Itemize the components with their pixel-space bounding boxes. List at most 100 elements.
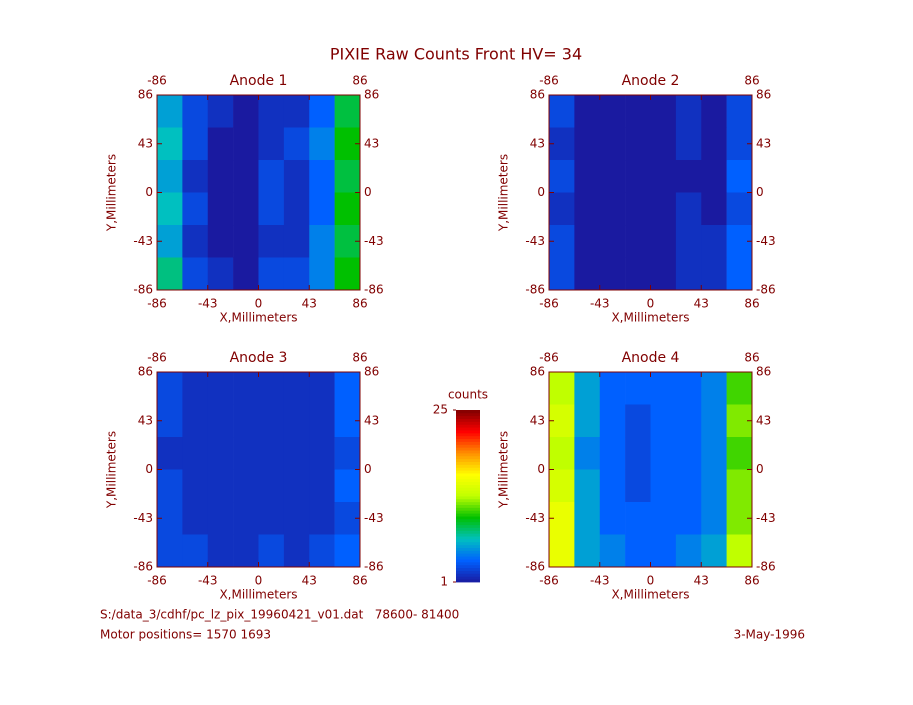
colorbar-swatch — [456, 455, 480, 460]
x-tick-label: 43 — [694, 297, 709, 311]
y-tick-label-right: 0 — [364, 462, 372, 476]
heat-cell — [599, 372, 626, 405]
heat-cell — [207, 469, 234, 503]
y-tick-label: 86 — [530, 88, 545, 102]
colorbar-swatch — [456, 524, 480, 528]
colorbar-swatch — [456, 567, 480, 571]
heat-cell — [650, 160, 677, 193]
y-tick-label-right: -86 — [364, 283, 384, 297]
y-tick-label-right: 43 — [756, 413, 771, 427]
heat-cell — [309, 437, 335, 470]
heat-cell — [726, 372, 753, 405]
heat-cell — [258, 372, 285, 405]
heat-cell — [182, 95, 209, 128]
colorbar-swatch — [456, 553, 480, 557]
colorbar-swatch — [456, 453, 480, 457]
heat-cell — [701, 534, 727, 568]
colorbar-swatch — [456, 484, 480, 488]
x-tick-label: 0 — [255, 574, 263, 588]
y-tick-label: 43 — [530, 413, 545, 427]
heat-cell — [207, 192, 234, 226]
y-tick-label-right: -43 — [756, 511, 776, 525]
heat-cell — [207, 127, 234, 161]
heat-cell — [625, 534, 651, 568]
x-tick-label: 0 — [647, 297, 655, 311]
heat-cell — [599, 127, 626, 161]
heat-cell — [309, 160, 335, 193]
heat-cell — [233, 534, 259, 568]
y-tick-label: 0 — [537, 185, 545, 199]
heat-cell — [157, 160, 183, 193]
y-tick-label-right: -43 — [364, 511, 384, 525]
heat-cell — [207, 225, 234, 258]
heat-cell — [701, 404, 727, 438]
heat-cell — [207, 404, 234, 438]
heat-cell — [283, 534, 310, 568]
heat-cell — [258, 257, 285, 291]
colorbar-label: counts — [448, 388, 488, 402]
heat-cell — [574, 127, 601, 161]
colorbar-swatch — [456, 498, 480, 503]
heat-cell — [650, 502, 677, 535]
heat-cell — [157, 192, 183, 226]
heat-cell — [233, 257, 259, 291]
panel-title: Anode 1 — [230, 73, 288, 89]
y-tick-label-right: 43 — [756, 136, 771, 150]
heat-cell — [599, 437, 626, 470]
heat-cell — [574, 95, 601, 128]
heat-cell — [207, 372, 234, 405]
heat-cell — [233, 127, 259, 161]
heat-cell — [207, 502, 234, 535]
x-tick-label: 43 — [694, 574, 709, 588]
colorbar-swatch — [456, 561, 480, 566]
heat-cell — [233, 404, 259, 438]
heat-cell — [701, 192, 727, 226]
heat-cell — [549, 95, 575, 128]
x-tick-label: -43 — [590, 574, 610, 588]
heat-cell — [233, 437, 259, 470]
x-tick-label: -43 — [590, 297, 610, 311]
colorbar-swatch — [456, 493, 480, 497]
x-tick-label: 86 — [744, 297, 759, 311]
heat-cell — [182, 469, 209, 503]
y-tick-label: -43 — [133, 234, 153, 248]
heat-cell — [726, 95, 753, 128]
colorbar-swatch — [456, 487, 480, 491]
colorbar-swatch — [456, 412, 480, 417]
x-tick-label: 86 — [352, 574, 367, 588]
colorbar-swatch — [456, 421, 480, 425]
heat-cell — [283, 372, 310, 405]
colorbar-swatch — [456, 544, 480, 548]
heat-cell — [675, 437, 702, 470]
heat-cell — [675, 534, 702, 568]
colorbar-swatch — [456, 533, 480, 537]
x-tick-label-top: 86 — [744, 351, 759, 365]
heat-cell — [309, 404, 335, 438]
heat-cell — [233, 95, 259, 128]
x-tick-label: 0 — [255, 297, 263, 311]
footer-date: 3-May-1996 — [734, 628, 805, 642]
y-tick-label: -43 — [133, 511, 153, 525]
x-axis-label: X,Millimeters — [611, 588, 689, 602]
heat-cell — [650, 534, 677, 568]
x-tick-label: 0 — [647, 574, 655, 588]
heat-cell — [625, 192, 651, 226]
heat-cell — [283, 225, 310, 258]
heat-cell — [701, 160, 727, 193]
heat-cell — [283, 469, 310, 503]
heat-cell — [574, 372, 601, 405]
colorbar-swatch — [456, 435, 480, 440]
heat-cell — [625, 502, 651, 535]
y-tick-label-right: -86 — [756, 283, 776, 297]
heat-cell — [675, 160, 702, 193]
colorbar-swatch — [456, 518, 480, 523]
heat-cell — [233, 225, 259, 258]
colorbar-swatch — [456, 570, 480, 574]
heat-cell — [675, 127, 702, 161]
colorbar-swatch — [456, 573, 480, 577]
heat-cell — [701, 95, 727, 128]
y-tick-label-right: 43 — [364, 136, 379, 150]
heat-cell — [650, 372, 677, 405]
colorbar-swatch — [456, 418, 480, 422]
